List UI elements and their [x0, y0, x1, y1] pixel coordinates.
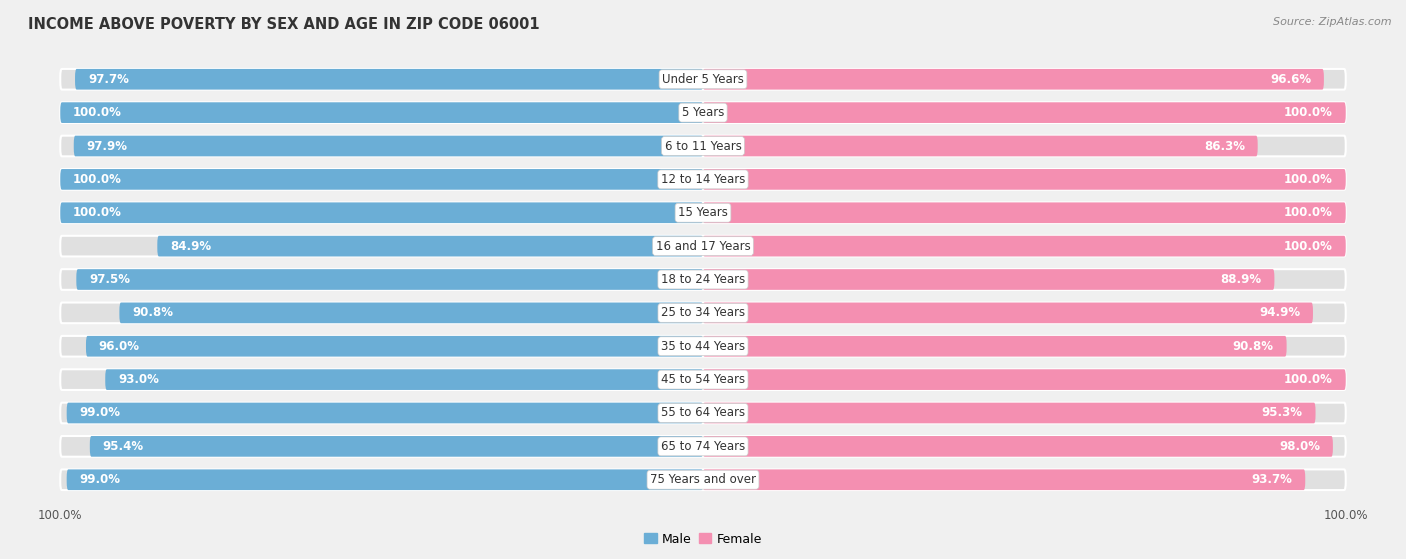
Text: 6 to 11 Years: 6 to 11 Years: [665, 140, 741, 153]
FancyBboxPatch shape: [703, 336, 1286, 357]
Text: Under 5 Years: Under 5 Years: [662, 73, 744, 86]
Legend: Male, Female: Male, Female: [640, 528, 766, 551]
Text: 75 Years and over: 75 Years and over: [650, 473, 756, 486]
Text: 96.0%: 96.0%: [98, 340, 139, 353]
FancyBboxPatch shape: [76, 269, 703, 290]
FancyBboxPatch shape: [157, 236, 703, 257]
FancyBboxPatch shape: [60, 102, 1346, 123]
Text: 18 to 24 Years: 18 to 24 Years: [661, 273, 745, 286]
FancyBboxPatch shape: [703, 202, 1346, 223]
Text: 98.0%: 98.0%: [1279, 440, 1320, 453]
FancyBboxPatch shape: [66, 470, 703, 490]
Text: 100.0%: 100.0%: [1284, 206, 1333, 219]
Text: 65 to 74 Years: 65 to 74 Years: [661, 440, 745, 453]
Text: 93.7%: 93.7%: [1251, 473, 1292, 486]
Text: 100.0%: 100.0%: [73, 173, 122, 186]
Text: 95.4%: 95.4%: [103, 440, 143, 453]
FancyBboxPatch shape: [703, 436, 1333, 457]
FancyBboxPatch shape: [120, 302, 703, 323]
FancyBboxPatch shape: [90, 436, 703, 457]
FancyBboxPatch shape: [703, 302, 1313, 323]
FancyBboxPatch shape: [73, 136, 703, 157]
Text: 35 to 44 Years: 35 to 44 Years: [661, 340, 745, 353]
FancyBboxPatch shape: [703, 169, 1346, 190]
FancyBboxPatch shape: [60, 369, 1346, 390]
Text: 25 to 34 Years: 25 to 34 Years: [661, 306, 745, 319]
Text: INCOME ABOVE POVERTY BY SEX AND AGE IN ZIP CODE 06001: INCOME ABOVE POVERTY BY SEX AND AGE IN Z…: [28, 17, 540, 32]
Text: 16 and 17 Years: 16 and 17 Years: [655, 240, 751, 253]
FancyBboxPatch shape: [66, 402, 703, 423]
FancyBboxPatch shape: [60, 169, 703, 190]
FancyBboxPatch shape: [105, 369, 703, 390]
Text: 100.0%: 100.0%: [73, 206, 122, 219]
Text: 97.9%: 97.9%: [87, 140, 128, 153]
FancyBboxPatch shape: [703, 369, 1346, 390]
Text: 100.0%: 100.0%: [73, 106, 122, 119]
Text: 95.3%: 95.3%: [1261, 406, 1303, 419]
FancyBboxPatch shape: [60, 436, 1346, 457]
Text: 93.0%: 93.0%: [118, 373, 159, 386]
Text: 88.9%: 88.9%: [1220, 273, 1261, 286]
Text: 100.0%: 100.0%: [1284, 173, 1333, 186]
FancyBboxPatch shape: [60, 202, 1346, 223]
FancyBboxPatch shape: [703, 236, 1346, 257]
Text: 100.0%: 100.0%: [1284, 373, 1333, 386]
Text: 90.8%: 90.8%: [132, 306, 173, 319]
Text: 97.7%: 97.7%: [89, 73, 129, 86]
Text: 99.0%: 99.0%: [80, 406, 121, 419]
Text: 84.9%: 84.9%: [170, 240, 211, 253]
FancyBboxPatch shape: [703, 102, 1346, 123]
Text: 97.5%: 97.5%: [89, 273, 131, 286]
FancyBboxPatch shape: [60, 470, 1346, 490]
FancyBboxPatch shape: [703, 402, 1316, 423]
FancyBboxPatch shape: [703, 470, 1305, 490]
Text: 86.3%: 86.3%: [1204, 140, 1244, 153]
FancyBboxPatch shape: [86, 336, 703, 357]
FancyBboxPatch shape: [703, 69, 1324, 89]
FancyBboxPatch shape: [60, 102, 703, 123]
FancyBboxPatch shape: [60, 202, 703, 223]
FancyBboxPatch shape: [60, 169, 1346, 190]
Text: 94.9%: 94.9%: [1258, 306, 1301, 319]
FancyBboxPatch shape: [60, 302, 1346, 323]
Text: 96.6%: 96.6%: [1270, 73, 1310, 86]
Text: 55 to 64 Years: 55 to 64 Years: [661, 406, 745, 419]
Text: 12 to 14 Years: 12 to 14 Years: [661, 173, 745, 186]
FancyBboxPatch shape: [75, 69, 703, 89]
Text: 90.8%: 90.8%: [1233, 340, 1274, 353]
Text: 100.0%: 100.0%: [1284, 106, 1333, 119]
Text: Source: ZipAtlas.com: Source: ZipAtlas.com: [1274, 17, 1392, 27]
Text: 15 Years: 15 Years: [678, 206, 728, 219]
FancyBboxPatch shape: [60, 336, 1346, 357]
Text: 45 to 54 Years: 45 to 54 Years: [661, 373, 745, 386]
FancyBboxPatch shape: [60, 269, 1346, 290]
FancyBboxPatch shape: [703, 269, 1274, 290]
Text: 100.0%: 100.0%: [1284, 240, 1333, 253]
FancyBboxPatch shape: [703, 136, 1258, 157]
FancyBboxPatch shape: [60, 136, 1346, 157]
Text: 99.0%: 99.0%: [80, 473, 121, 486]
FancyBboxPatch shape: [60, 236, 1346, 257]
Text: 5 Years: 5 Years: [682, 106, 724, 119]
FancyBboxPatch shape: [60, 402, 1346, 423]
FancyBboxPatch shape: [60, 69, 1346, 89]
